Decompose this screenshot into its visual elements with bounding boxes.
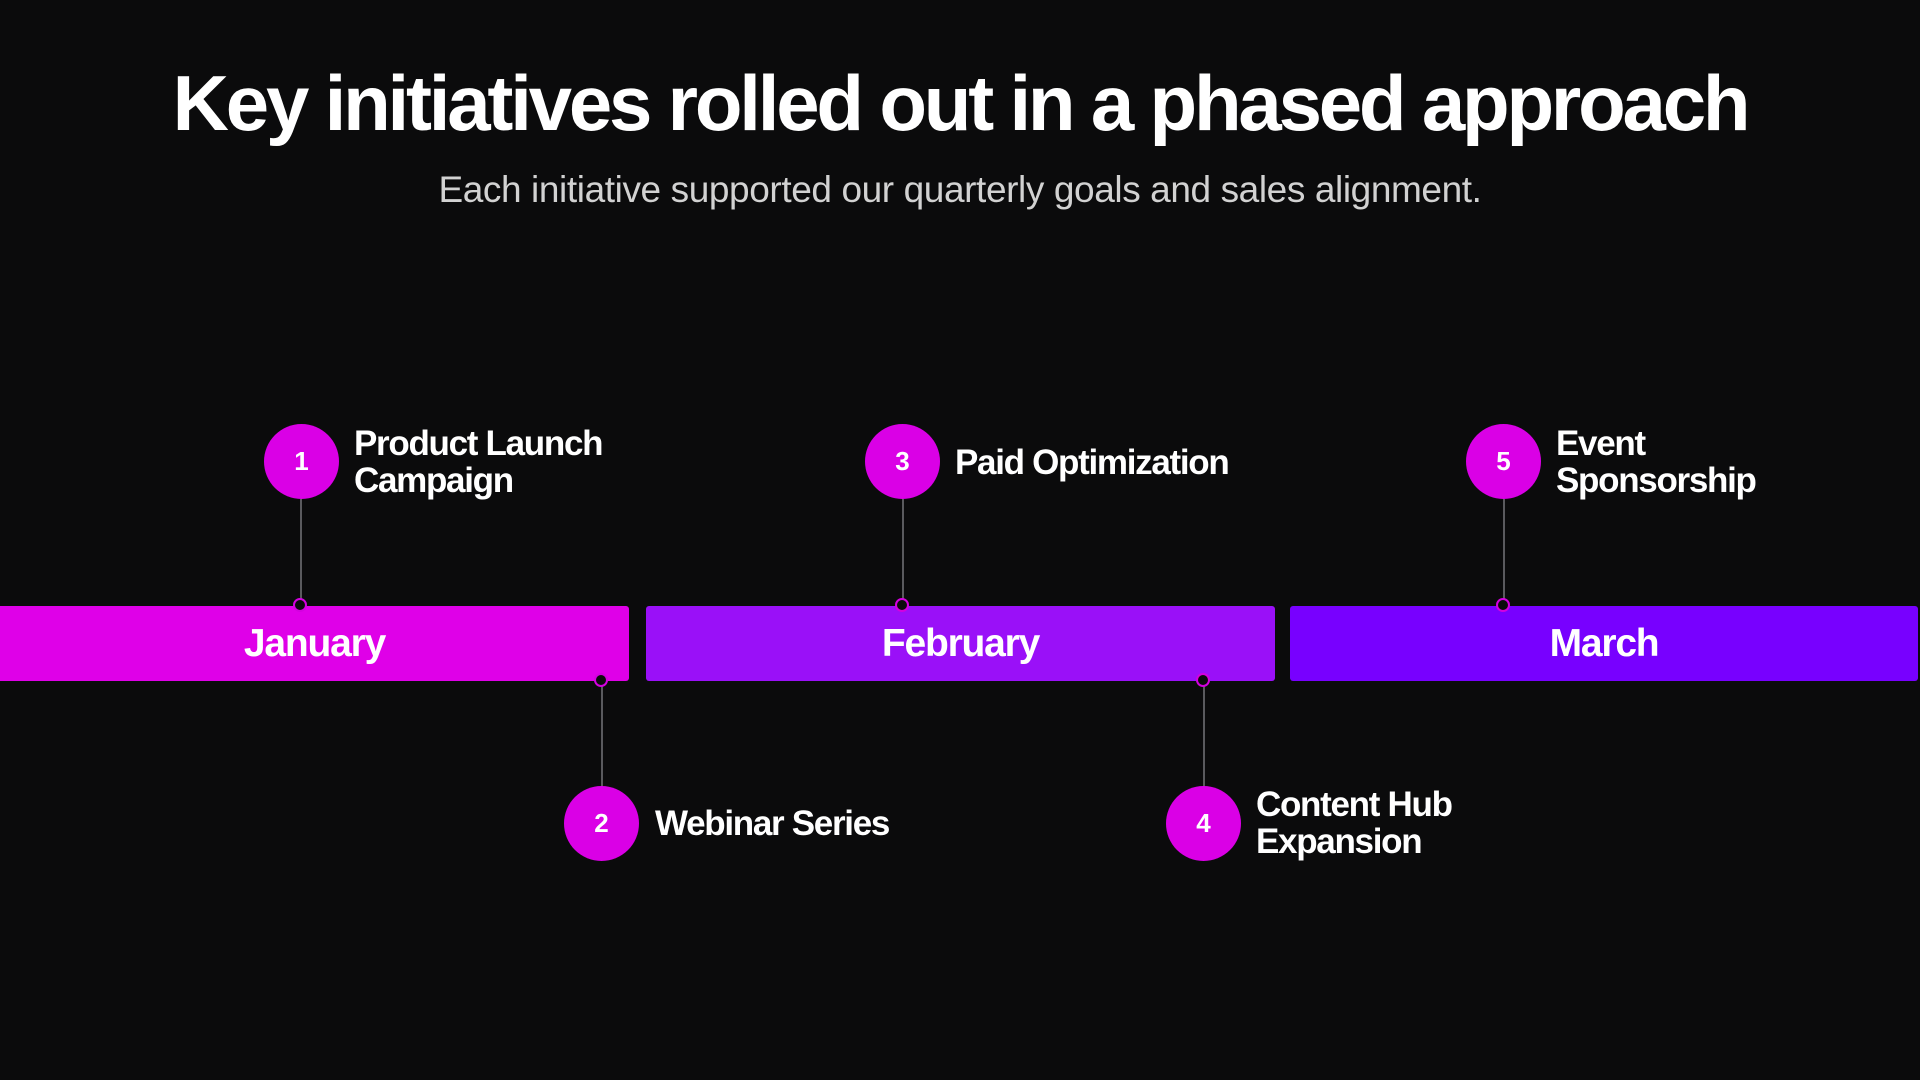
month-label: February [881,621,1040,665]
initiative-number: 2 [594,808,609,838]
initiative-number-badge: 1 [264,424,339,499]
initiative-number-badge: 4 [1166,786,1241,861]
month-label: March [1549,621,1660,665]
initiative-label: Product Launch Campaign [354,424,604,500]
initiative-label: Paid Optimization [955,442,1230,482]
timeline-marker-dot [293,598,307,612]
timeline-marker-dot [895,598,909,612]
initiative-number: 1 [294,446,309,476]
initiative-label: Event Sponsorship [1556,424,1757,500]
timeline-marker-dot [1496,598,1510,612]
initiative-number-badge: 3 [865,424,940,499]
connector-line [300,499,302,605]
initiative-number-badge: 2 [564,786,639,861]
month-bar-march: March [1290,606,1918,681]
page-subtitle: Each initiative supported our quarterly … [438,169,1482,210]
month-label: January [243,621,386,665]
page-title: Key initiatives rolled out in a phased a… [172,59,1751,147]
initiative-label: Webinar Series [655,803,890,843]
initiative-number: 3 [895,446,910,476]
connector-line [1203,681,1205,787]
initiative-label: Content Hub Expansion [1256,785,1453,861]
initiative-number: 5 [1496,446,1511,476]
timeline-marker-dot [1196,673,1210,687]
connector-line [601,681,603,787]
timeline-marker-dot [594,673,608,687]
connector-line [1503,499,1505,605]
month-bar-january: January [0,606,629,681]
connector-line [902,499,904,605]
initiative-number-badge: 5 [1466,424,1541,499]
initiative-number: 4 [1196,808,1211,838]
month-bar-february: February [646,606,1275,681]
